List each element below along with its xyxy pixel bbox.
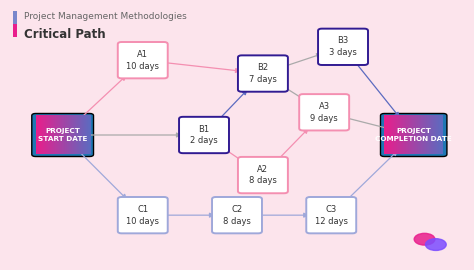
Text: A1
10 days: A1 10 days bbox=[126, 50, 159, 70]
FancyBboxPatch shape bbox=[381, 113, 447, 157]
FancyBboxPatch shape bbox=[306, 197, 356, 233]
FancyBboxPatch shape bbox=[238, 55, 288, 92]
FancyBboxPatch shape bbox=[179, 117, 229, 153]
FancyBboxPatch shape bbox=[299, 94, 349, 130]
FancyBboxPatch shape bbox=[118, 42, 168, 78]
Text: B3
3 days: B3 3 days bbox=[329, 36, 357, 57]
Circle shape bbox=[414, 233, 435, 245]
Text: A2
8 days: A2 8 days bbox=[249, 165, 277, 185]
Text: B1
2 days: B1 2 days bbox=[190, 124, 218, 146]
FancyBboxPatch shape bbox=[318, 29, 368, 65]
Bar bbox=[13, 24, 17, 38]
Text: PROJECT
COMPLETION DATE: PROJECT COMPLETION DATE bbox=[375, 128, 452, 142]
Text: B2
7 days: B2 7 days bbox=[249, 63, 277, 84]
Text: PROJECT
START DATE: PROJECT START DATE bbox=[38, 128, 87, 142]
Text: C3
12 days: C3 12 days bbox=[315, 205, 348, 225]
Text: Project Management Methodologies: Project Management Methodologies bbox=[24, 12, 187, 21]
FancyBboxPatch shape bbox=[118, 197, 168, 233]
Text: Critical Path: Critical Path bbox=[24, 28, 106, 41]
Circle shape bbox=[426, 239, 446, 251]
Text: C1
10 days: C1 10 days bbox=[126, 205, 159, 225]
Text: A3
9 days: A3 9 days bbox=[310, 102, 338, 123]
FancyBboxPatch shape bbox=[32, 113, 93, 157]
Bar bbox=[13, 11, 17, 24]
FancyBboxPatch shape bbox=[238, 157, 288, 193]
FancyBboxPatch shape bbox=[212, 197, 262, 233]
Text: C2
8 days: C2 8 days bbox=[223, 205, 251, 225]
